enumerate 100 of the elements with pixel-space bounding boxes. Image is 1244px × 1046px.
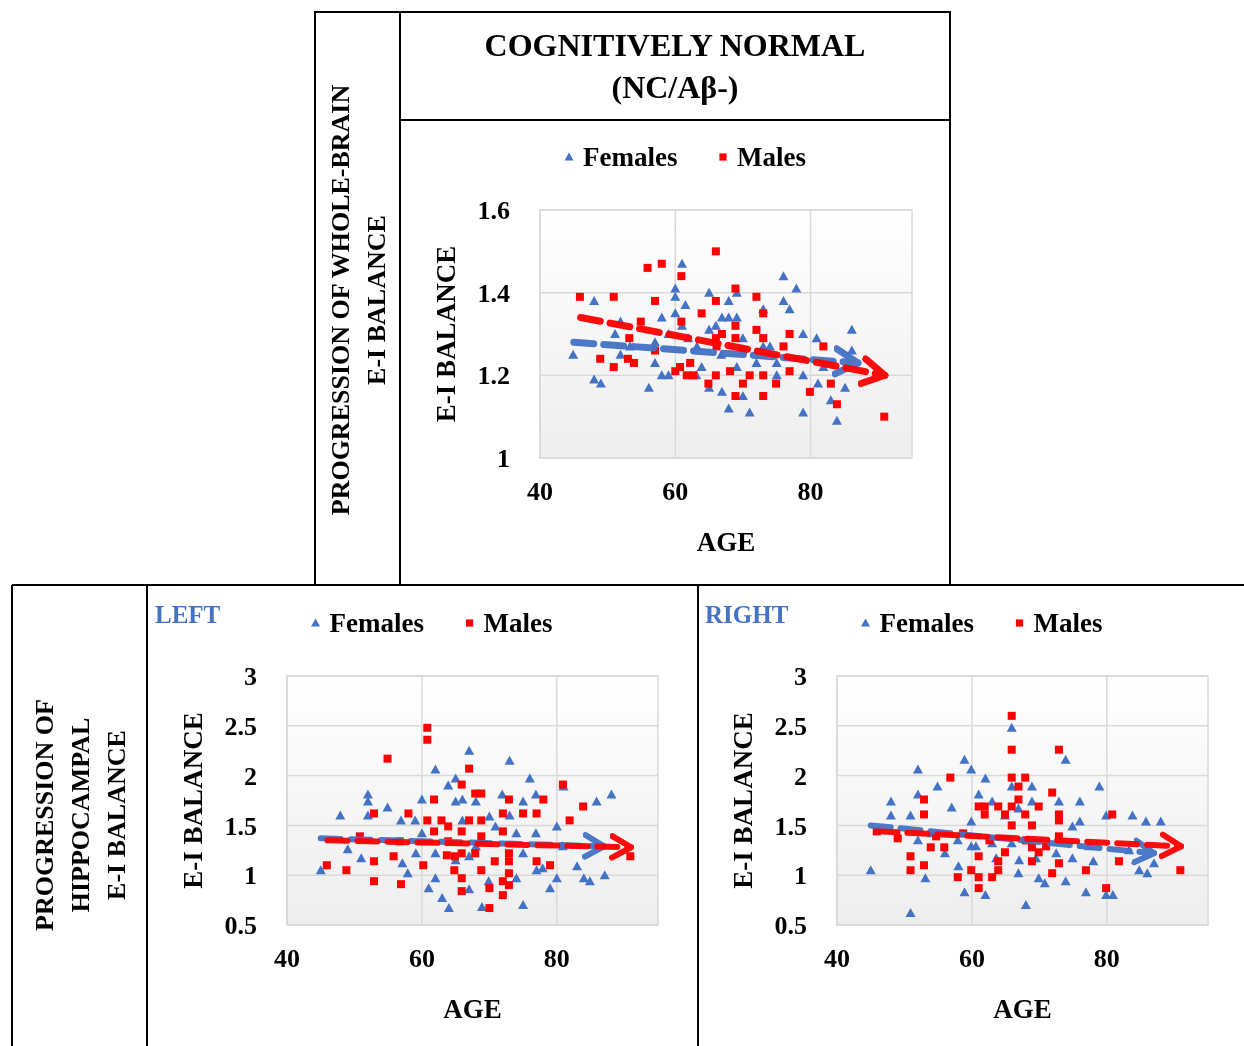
point	[498, 891, 507, 900]
point	[565, 816, 574, 825]
point	[485, 884, 494, 893]
point	[450, 866, 459, 875]
point	[532, 857, 541, 866]
point	[704, 379, 713, 388]
point	[677, 272, 686, 281]
point	[920, 810, 929, 819]
point	[423, 723, 432, 732]
point	[711, 296, 720, 305]
y-tick-label: 2.5	[774, 711, 807, 741]
y-tick-label: 2	[794, 761, 807, 791]
point	[382, 802, 393, 812]
point	[819, 342, 828, 351]
point	[785, 367, 794, 376]
point	[974, 852, 983, 861]
y-tick-label: 1.2	[477, 361, 510, 391]
point	[464, 851, 475, 861]
chart-title: COGNITIVELY NORMAL (NC/Aβ-)	[484, 27, 866, 106]
point	[880, 412, 889, 421]
point	[584, 876, 595, 886]
y-tick-label: 1.5	[774, 811, 807, 841]
y-tick-label: 1	[244, 861, 257, 891]
point	[1021, 810, 1030, 819]
point	[477, 789, 486, 798]
point	[650, 296, 659, 305]
y-axis-title: E-I BALANCE	[178, 712, 208, 889]
point	[504, 849, 513, 858]
point	[464, 884, 475, 894]
x-tick-label: 60	[958, 944, 985, 973]
point	[717, 330, 726, 338]
point	[1048, 869, 1057, 878]
point	[726, 367, 735, 376]
point	[572, 861, 583, 871]
point	[457, 887, 466, 896]
x-tick-label: 60	[408, 944, 435, 973]
point	[416, 794, 427, 804]
point	[442, 851, 451, 860]
point	[1007, 821, 1016, 830]
point	[1007, 711, 1016, 720]
point	[759, 371, 768, 380]
point	[893, 834, 902, 843]
point	[731, 284, 740, 293]
point	[599, 870, 610, 880]
x-tick-label: 40	[824, 944, 850, 973]
y-tick-label: 3	[244, 662, 257, 692]
point	[383, 754, 392, 763]
point	[1021, 773, 1030, 782]
point	[397, 880, 405, 889]
point	[484, 811, 495, 821]
point	[396, 815, 406, 825]
point	[423, 816, 432, 825]
point	[785, 330, 794, 338]
point	[504, 881, 513, 890]
point	[953, 873, 962, 882]
point	[437, 893, 448, 903]
point	[342, 844, 353, 854]
point	[477, 816, 486, 825]
y-axis-title: E-I BALANCE	[728, 712, 758, 889]
point	[465, 764, 474, 773]
point	[974, 873, 983, 882]
point	[711, 371, 720, 380]
point	[579, 802, 588, 811]
x-tick-label: 40	[274, 944, 300, 973]
point	[335, 810, 346, 820]
point	[370, 857, 379, 866]
point	[980, 810, 989, 819]
point	[1007, 802, 1016, 811]
point	[731, 392, 740, 400]
point	[410, 815, 421, 825]
point	[539, 795, 548, 804]
point	[926, 843, 935, 852]
y-tick-label: 2.5	[224, 711, 257, 741]
legend-label: Females	[879, 608, 974, 639]
point	[994, 802, 1003, 811]
point	[630, 358, 639, 367]
text: PROGRESSION OF HIPPOCAMPAL E-I BALANCE	[29, 699, 131, 931]
legend-label: Males	[483, 608, 553, 639]
point	[609, 363, 618, 372]
point	[643, 263, 652, 272]
point	[498, 827, 507, 836]
x-tick-label: 80	[543, 944, 570, 973]
point	[430, 873, 441, 883]
chart-title: RIGHT	[705, 600, 789, 628]
point	[967, 866, 976, 875]
point	[759, 309, 768, 318]
point	[759, 392, 768, 400]
point	[430, 764, 441, 774]
y-tick-label: 2	[244, 761, 257, 791]
point	[1176, 866, 1185, 875]
point	[636, 317, 645, 326]
point	[1007, 773, 1016, 782]
y-tick-label: 1	[794, 861, 807, 891]
point	[906, 866, 915, 875]
point	[609, 292, 618, 301]
point	[504, 795, 513, 804]
point	[980, 802, 989, 811]
point	[546, 861, 555, 870]
point	[759, 334, 768, 343]
point	[1054, 745, 1063, 754]
